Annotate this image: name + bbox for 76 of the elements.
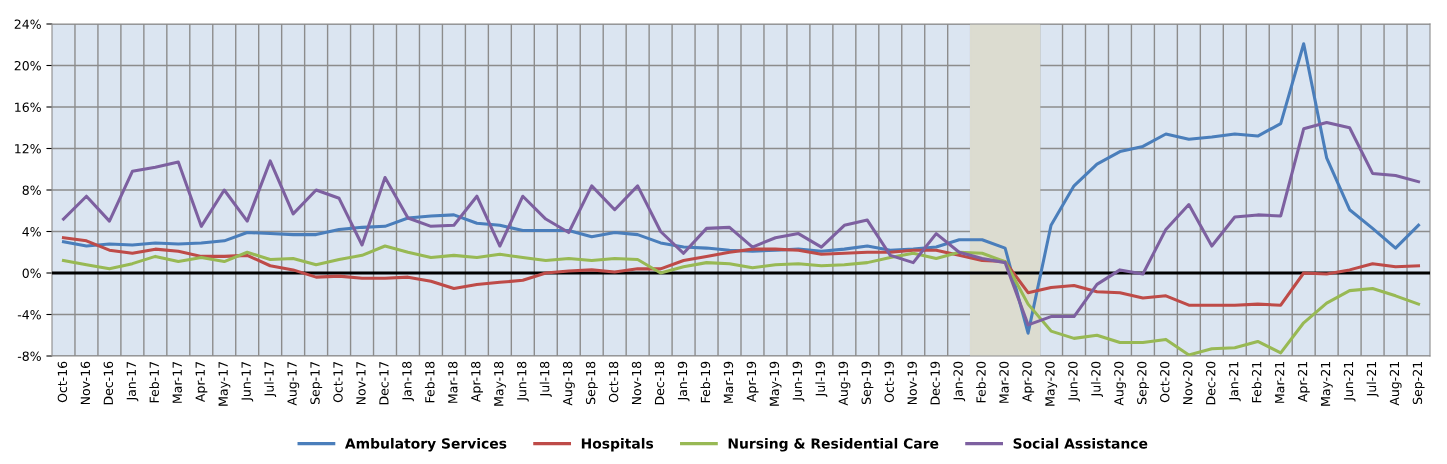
x-tick-label: Jul-20: [1090, 361, 1103, 398]
x-tick-label: Nov-18: [631, 361, 642, 405]
x-tick-label: Dec-19: [930, 361, 940, 405]
x-tick-label: Oct-18: [608, 361, 619, 403]
y-tick-label: -4%: [17, 309, 41, 320]
x-tick-label: Aug-21: [1389, 362, 1402, 406]
x-tick-label: Jan-18: [402, 361, 414, 402]
legend-label: Hospitals: [581, 437, 654, 452]
x-tick-label: May-17: [218, 361, 231, 406]
x-tick-label: Feb-20: [976, 361, 986, 403]
x-tick-label: Jun-18: [516, 361, 529, 402]
x-tick-label: Apr-21: [1297, 362, 1310, 403]
y-tick-label: 0%: [22, 268, 41, 278]
x-tick-label: Jul-17: [264, 361, 277, 398]
x-tick-label: Sep-17: [310, 361, 323, 405]
x-tick-label: Dec-16: [103, 361, 114, 405]
x-tick-label: Aug-17: [287, 361, 300, 406]
x-tick-label: Jul-19: [815, 361, 828, 398]
x-tick-label: Feb-18: [424, 361, 435, 403]
x-tick-label: Oct-20: [1160, 361, 1170, 403]
legend-label: Nursing & Residential Care: [728, 437, 939, 452]
x-tick-label: Mar-17: [172, 361, 182, 403]
y-tick-label: -8%: [17, 351, 41, 361]
x-tick-label: Mar-19: [723, 361, 734, 403]
x-tick-label: Jan-20: [953, 361, 966, 402]
x-tick-label: May-18: [494, 361, 506, 406]
x-tick-label: Dec-17: [379, 361, 389, 405]
x-tick-label: Feb-19: [700, 361, 711, 403]
y-tick-label: 20%: [14, 60, 41, 71]
x-tick-label: Apr-20: [1022, 361, 1035, 403]
y-tick-label: 12%: [15, 143, 41, 154]
line-series: [61, 236, 1421, 307]
x-tick-label: Jan-17: [126, 361, 139, 402]
x-tick-label: Jul-21: [1366, 362, 1379, 398]
x-tick-label: Sep-20: [1137, 361, 1149, 405]
legend-label: Social Assistance: [1013, 437, 1148, 449]
x-tick-label: Jan-19: [677, 361, 690, 402]
x-tick-label: Aug-19: [838, 361, 851, 406]
x-tick-label: Oct-19: [884, 361, 894, 403]
x-tick-label: Nov-16: [80, 361, 91, 405]
x-tick-label: May-21: [1320, 362, 1333, 406]
line-series: [61, 121, 1421, 327]
x-tick-label: Nov-19: [907, 361, 917, 405]
x-tick-label: Oct-17: [333, 361, 343, 403]
x-tick-label: Feb-17: [149, 361, 159, 403]
x-tick-label: Nov-17: [356, 361, 366, 405]
x-tick-label: Jun-20: [1068, 361, 1080, 402]
x-tick-label: Sep-18: [585, 361, 598, 405]
y-tick-label: 4%: [22, 226, 41, 237]
x-tick-label: Jul-18: [539, 361, 552, 398]
x-tick-label: Mar-21: [1274, 362, 1285, 403]
x-tick-label: Jun-19: [792, 361, 805, 402]
x-tick-label: Dec-20: [1205, 361, 1216, 405]
x-tick-label: Jun-21: [1343, 362, 1356, 402]
x-tick-label: Aug-20: [1114, 361, 1126, 406]
x-tick-label: Jun-17: [241, 361, 254, 402]
x-tick-label: Apr-18: [471, 361, 483, 403]
x-tick-label: Apr-17: [195, 361, 208, 403]
x-tick-label: Oct-16: [57, 361, 68, 403]
x-tick-label: Mar-20: [999, 361, 1009, 403]
x-tick-label: Sep-21: [1412, 362, 1425, 405]
x-tick-label: Nov-20: [1183, 361, 1193, 405]
x-tick-label: Feb-21: [1251, 362, 1262, 403]
y-tick-label: 16%: [15, 102, 41, 112]
x-tick-label: Sep-19: [861, 361, 874, 405]
x-tick-label: Apr-19: [746, 361, 759, 403]
x-tick-label: May-20: [1045, 361, 1058, 406]
x-tick-label: Jan-21: [1228, 362, 1241, 402]
x-tick-label: May-19: [769, 361, 782, 406]
x-tick-label: Aug-18: [562, 361, 575, 406]
x-tick-label: Mar-18: [448, 361, 458, 403]
x-tick-label: Dec-18: [654, 361, 665, 405]
y-tick-label: 24%: [14, 19, 41, 29]
line-series: [61, 244, 1421, 356]
legend-label: Ambulatory Services: [344, 437, 507, 452]
y-tick-label: 8%: [22, 185, 41, 195]
